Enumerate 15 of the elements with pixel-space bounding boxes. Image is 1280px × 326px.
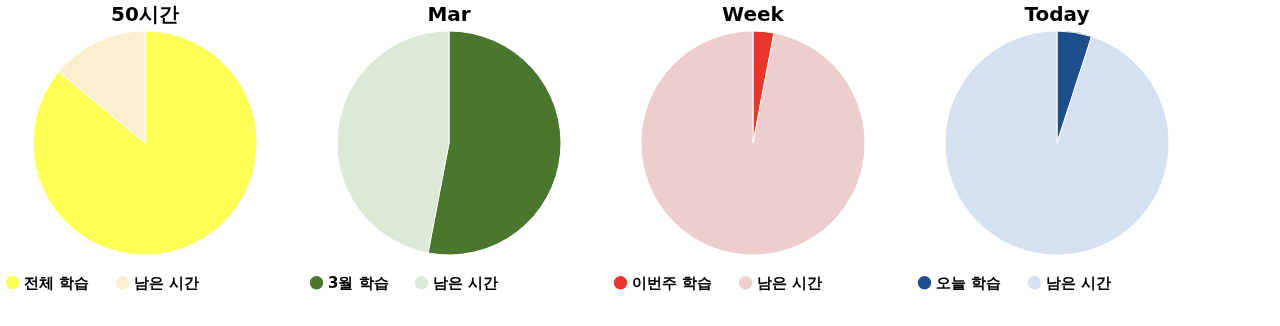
legend-label: 이번주 학습	[632, 273, 713, 292]
chart-title: 50시간	[111, 2, 179, 26]
chart-title: Today	[1024, 2, 1090, 26]
legend-label: 남은 시간	[134, 273, 200, 292]
chart-title: Week	[722, 2, 785, 26]
legend-label: 남은 시간	[433, 273, 499, 292]
pie-slice	[944, 30, 1170, 256]
legend-label: 3월 학습	[328, 273, 389, 292]
legend-label: 남은 시간	[1046, 273, 1112, 292]
pie-slice	[640, 30, 866, 256]
pie-slice	[32, 30, 258, 256]
legend-label: 남은 시간	[757, 273, 823, 292]
chart-title: Mar	[427, 2, 471, 26]
legend-label: 오늘 학습	[936, 273, 1002, 292]
legend-label: 전체 학습	[24, 273, 90, 292]
